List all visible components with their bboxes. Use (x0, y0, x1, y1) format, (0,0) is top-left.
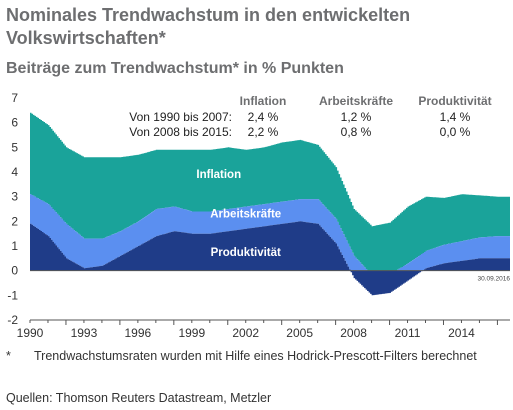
area-arbeitskraefte (30, 194, 510, 276)
series-label-arbeitskraefte: Arbeitskräfte (210, 209, 281, 221)
x-tick-label: 1996 (125, 326, 152, 340)
area-inflation (30, 112, 510, 276)
y-tick-label: -2 (7, 313, 18, 327)
x-tick-label: 2002 (232, 326, 259, 340)
x-tick-label: 1999 (178, 326, 205, 340)
date-stamp: 30.09.2016 (477, 276, 510, 283)
table-cell: 2,2 % (248, 125, 279, 139)
area-produktivitaet (30, 221, 510, 296)
table-cell: 1,4 % (440, 110, 471, 124)
table-cell: 0,0 % (440, 125, 471, 139)
table-cell: 0,8 % (341, 125, 372, 139)
area-layer (30, 112, 510, 296)
table-row-label: Von 2008 bis 2015: (129, 125, 232, 139)
y-tick-label: 6 (11, 116, 18, 130)
summary-table: Inflation Arbeitskräfte Produktivität Von 1… (129, 94, 491, 139)
y-tick-label: 3 (11, 190, 18, 204)
y-tick-label: 7 (11, 91, 18, 105)
axes-layer: -2 -1 0 1 2 3 4 5 6 7 1990 1993 1996 1999 2002 2005 2008… (7, 91, 510, 340)
y-tick-label: 4 (11, 165, 18, 179)
table-header: Inflation (240, 94, 287, 108)
table-header: Produktivität (418, 94, 491, 108)
x-tick-label: 1990 (17, 326, 44, 340)
footnote-marker: * (6, 349, 11, 363)
x-tick-label: 2005 (286, 326, 313, 340)
chart-subtitle: Beiträge zum Trendwachstum* in % Punkten (6, 60, 344, 77)
sources-line: Quellen: Thomson Reuters Datastream, Met… (6, 391, 272, 405)
x-tick-label: 2011 (395, 326, 421, 340)
y-tick-label: -1 (7, 288, 18, 302)
chart-title: Nominales Trendwachstum in den entwickel… (6, 5, 411, 48)
table-header: Arbeitskräfte (319, 94, 393, 108)
y-tick-label: 2 (11, 214, 18, 228)
trend-growth-chart: -2 -1 0 1 2 3 4 5 6 7 1990 1993 1996 1999 2002 2005 2008… (7, 91, 510, 340)
table-cell: 2,4 % (248, 110, 279, 124)
table-cell: 1,2 % (341, 110, 372, 124)
footnote-text: Trendwachstumsraten wurden mit Hilfe ein… (34, 349, 477, 363)
y-tick-label: 0 (11, 264, 18, 278)
x-tick-label: 1993 (71, 326, 98, 340)
table-row-label: Von 1990 bis 2007: (129, 110, 232, 124)
series-label-produktivitaet: Produktivität (211, 247, 281, 259)
y-tick-label: 5 (11, 140, 18, 154)
x-tick-label: 2014 (448, 326, 475, 340)
series-label-layer: Inflation Arbeitskräfte Produktivität (196, 169, 281, 259)
x-tick-label: 2008 (340, 326, 367, 340)
series-label-inflation: Inflation (196, 169, 241, 181)
y-tick-label: 1 (11, 239, 18, 253)
